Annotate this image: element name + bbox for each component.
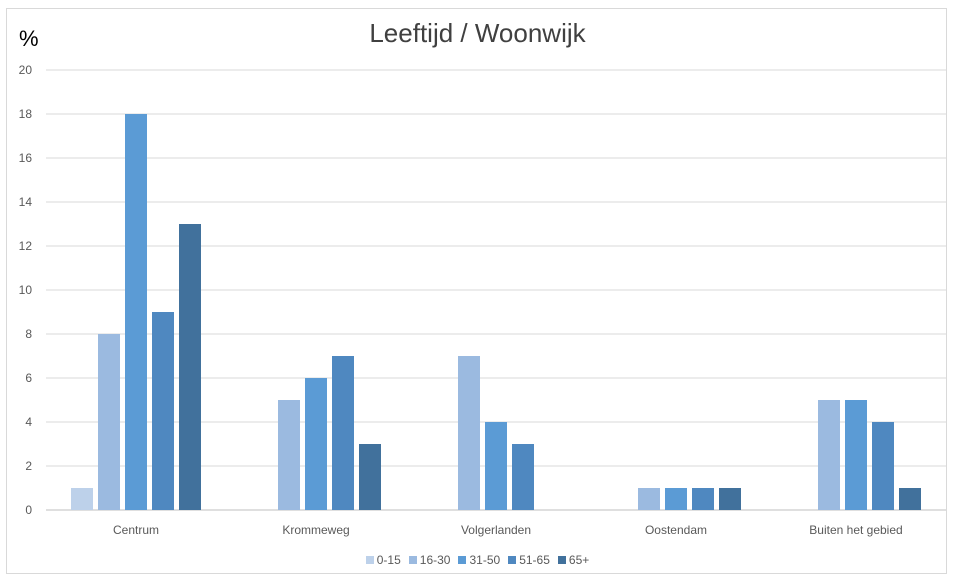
x-category-label: Krommeweg <box>282 523 349 537</box>
bar-31-50-volgerlanden <box>485 422 507 510</box>
y-tick-label: 2 <box>25 459 32 473</box>
bar-16-30-buiten-het-gebied <box>818 400 840 510</box>
legend-item: 31-50 <box>458 553 500 567</box>
legend-label: 65+ <box>568 553 590 567</box>
bar-31-50-centrum <box>125 114 147 510</box>
legend-label: 31-50 <box>469 553 501 567</box>
y-tick-label: 20 <box>19 63 33 77</box>
legend-swatch <box>408 556 417 564</box>
bar-65+-buiten-het-gebied <box>899 488 921 510</box>
y-tick-label: 6 <box>25 371 32 385</box>
chart-title: Leeftijd / Woonwijk <box>369 18 586 48</box>
bar-31-50-krommeweg <box>305 378 327 510</box>
bar-16-30-oostendam <box>638 488 660 510</box>
bar-51-65-volgerlanden <box>512 444 534 510</box>
y-tick-label: 0 <box>25 503 32 517</box>
legend-swatch <box>458 556 467 564</box>
bar-65+-oostendam <box>719 488 741 510</box>
bar-31-50-oostendam <box>665 488 687 510</box>
legend-item: 65+ <box>557 553 590 567</box>
y-tick-label: 14 <box>19 195 33 209</box>
y-tick-label: 10 <box>19 283 33 297</box>
legend-item: 0-15 <box>365 553 401 567</box>
y-tick-label: 12 <box>19 239 33 253</box>
bar-16-30-volgerlanden <box>458 356 480 510</box>
chart-legend: 0-15 16-30 31-50 51-65 65+ <box>0 553 955 567</box>
bar-16-30-centrum <box>98 334 120 510</box>
x-category-label: Volgerlanden <box>461 523 531 537</box>
bar-65+-centrum <box>179 224 201 510</box>
bar-0-15-centrum <box>71 488 93 510</box>
bar-65+-krommeweg <box>359 444 381 510</box>
legend-label: 51-65 <box>519 553 550 567</box>
legend-swatch <box>557 556 566 564</box>
bar-51-65-oostendam <box>692 488 714 510</box>
x-category-label: Centrum <box>113 523 159 537</box>
y-tick-label: 4 <box>25 415 32 429</box>
y-axis-unit-label: % <box>19 26 39 51</box>
x-category-label: Buiten het gebied <box>809 523 902 537</box>
legend-swatch <box>508 556 517 564</box>
bar-51-65-krommeweg <box>332 356 354 510</box>
legend-label: 16-30 <box>419 553 451 567</box>
bar-51-65-centrum <box>152 312 174 510</box>
y-tick-label: 18 <box>19 107 33 121</box>
y-tick-label: 16 <box>19 151 33 165</box>
bar-31-50-buiten-het-gebied <box>845 400 867 510</box>
bar-51-65-buiten-het-gebied <box>872 422 894 510</box>
y-tick-label: 8 <box>25 327 32 341</box>
legend-item: 51-65 <box>508 553 550 567</box>
legend-swatch <box>365 556 374 564</box>
legend-label: 0-15 <box>376 553 401 567</box>
legend-item: 16-30 <box>408 553 451 567</box>
bar-16-30-krommeweg <box>278 400 300 510</box>
x-category-label: Oostendam <box>645 523 707 537</box>
